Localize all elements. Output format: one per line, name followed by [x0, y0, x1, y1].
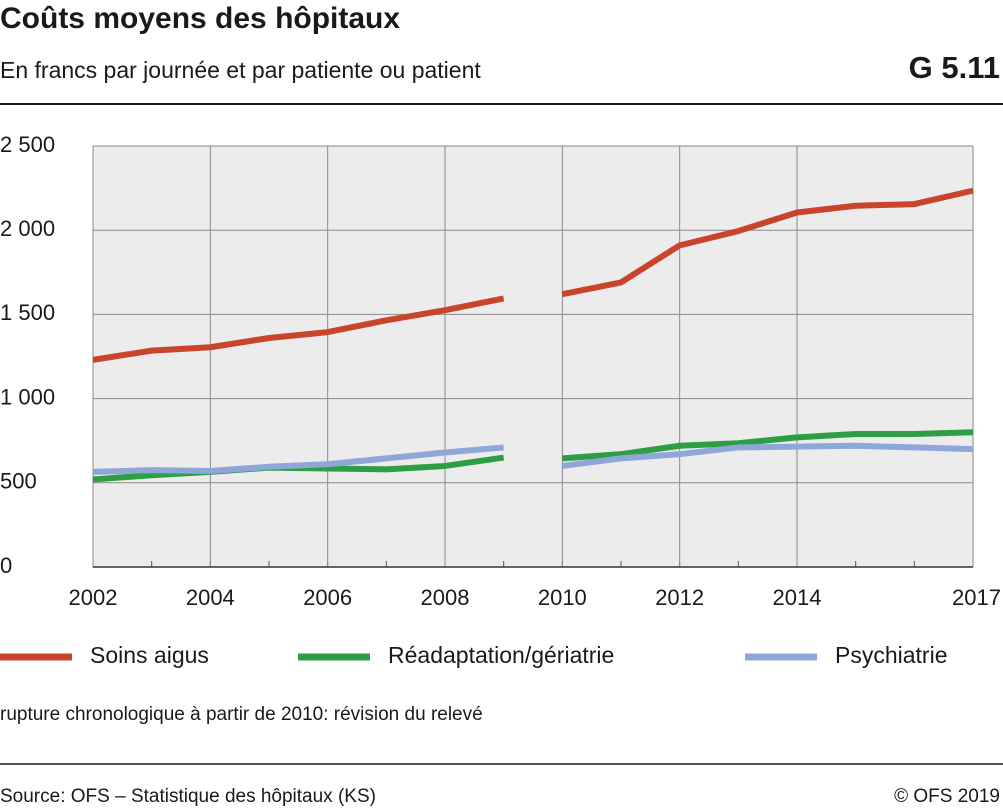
note: rupture chronologique à partir de 2010: …: [0, 704, 483, 725]
copyright: © OFS 2019: [894, 786, 1000, 807]
chart-title: Coûts moyens des hôpitaux: [0, 2, 400, 35]
series-line: [561, 187, 974, 298]
series-line: [562, 429, 974, 462]
legend-label: Soins aigus: [90, 642, 209, 668]
source: Source: OFS – Statistique des hôpitaux (…: [0, 786, 376, 807]
chart-subtitle: En francs par journée et par patiente ou…: [0, 57, 481, 83]
series-line: [92, 295, 505, 363]
y-tick-label: 2 500: [0, 132, 55, 157]
x-tick-label: 2008: [421, 585, 470, 610]
x-tick-label: 2006: [303, 585, 352, 610]
x-tick-label: 2012: [655, 585, 704, 610]
y-tick-label: 1 000: [0, 384, 55, 409]
legend-label: Psychiatrie: [835, 642, 947, 668]
chart-id: G 5.11: [909, 50, 1000, 85]
plot-area: [93, 146, 973, 567]
y-tick-label: 0: [0, 553, 12, 578]
x-tick-label: 2010: [538, 585, 587, 610]
x-tick-label: 2002: [69, 585, 118, 610]
x-tick-label: 2004: [186, 585, 235, 610]
y-tick-label: 2 000: [0, 216, 55, 241]
x-tick-label: 2014: [773, 585, 822, 610]
series-line: [92, 444, 504, 475]
y-tick-label: 1 500: [0, 300, 55, 325]
x-tick-label: 2017: [952, 585, 1001, 610]
legend-label: Réadaptation/gériatrie: [388, 642, 614, 668]
series-line: [561, 442, 974, 469]
y-tick-label: 500: [0, 469, 37, 494]
